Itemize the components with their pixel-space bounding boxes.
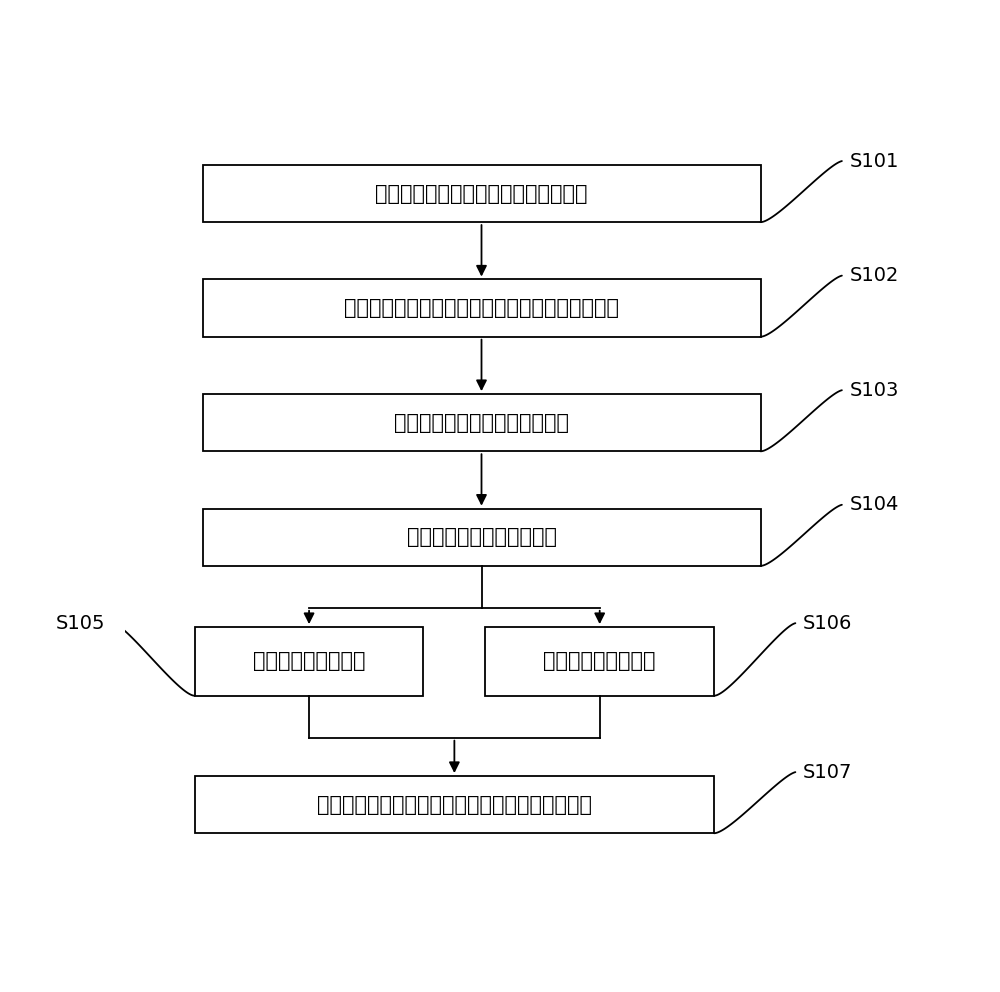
Text: 确定电压暂降参数判定阈值: 确定电压暂降参数判定阈值 xyxy=(406,527,556,548)
Text: 根据第一凹陷域和第二凹陷域，确定配电网凹陷域: 根据第一凹陷域和第二凹陷域，确定配电网凹陷域 xyxy=(317,795,592,814)
Text: 预估第二凹陷域范围: 预估第二凹陷域范围 xyxy=(543,652,656,672)
Text: 采集模型中的电压暂降参数信息: 采集模型中的电压暂降参数信息 xyxy=(394,413,569,433)
FancyBboxPatch shape xyxy=(202,280,761,336)
FancyBboxPatch shape xyxy=(202,509,761,565)
Text: 获取配电网系统的线路参数和预估需求: 获取配电网系统的线路参数和预估需求 xyxy=(375,184,588,203)
Text: S106: S106 xyxy=(803,614,852,633)
FancyBboxPatch shape xyxy=(195,776,714,833)
Text: 预估第一凹陷域范围: 预估第一凹陷域范围 xyxy=(253,652,365,672)
FancyBboxPatch shape xyxy=(195,627,423,695)
Text: S105: S105 xyxy=(56,614,106,633)
Text: S107: S107 xyxy=(803,763,852,782)
Text: S104: S104 xyxy=(850,495,899,514)
Text: 根据线路参数搭建含分布式光伏的配电网系统模型: 根据线路参数搭建含分布式光伏的配电网系统模型 xyxy=(344,298,619,318)
FancyBboxPatch shape xyxy=(485,627,714,695)
FancyBboxPatch shape xyxy=(202,394,761,451)
Text: S101: S101 xyxy=(850,152,899,171)
FancyBboxPatch shape xyxy=(202,165,761,222)
Text: S103: S103 xyxy=(850,381,899,400)
Text: S102: S102 xyxy=(850,266,899,285)
